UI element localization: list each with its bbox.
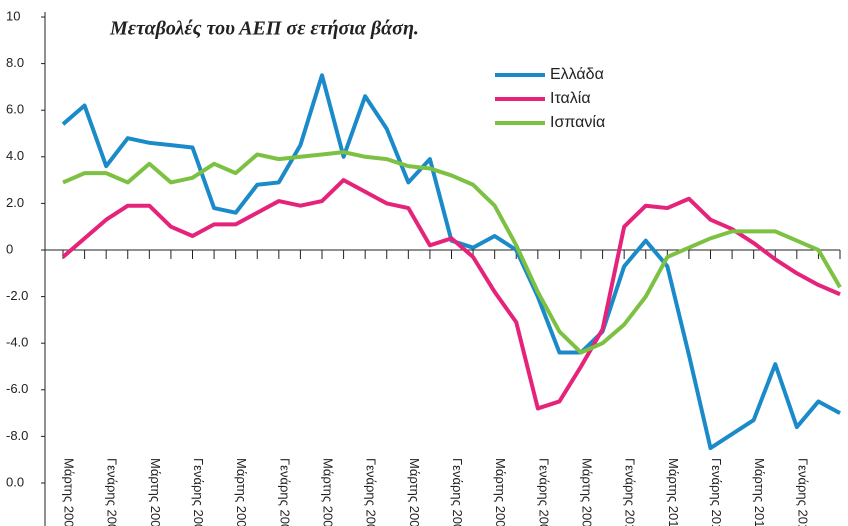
y-tick-label: -8.0 bbox=[6, 428, 28, 443]
x-tick-label: Μάρτης 2009 bbox=[580, 458, 595, 526]
x-tick-label: Μάρτης 2003 bbox=[62, 458, 77, 526]
legend-label: Ισπανία bbox=[550, 114, 605, 131]
x-tick-label: Μάρτης 2004 bbox=[148, 458, 163, 526]
legend-label: Ιταλία bbox=[550, 90, 591, 107]
y-tick-label: 6.0 bbox=[6, 102, 24, 117]
y-tick-label: -6.0 bbox=[6, 381, 28, 396]
x-tick-label: Γενάρης 2009 bbox=[536, 458, 551, 526]
x-tick-label: Μάρτης 2007 bbox=[407, 458, 422, 526]
y-tick-label: 0.0 bbox=[6, 474, 24, 489]
y-tick-label: 4.0 bbox=[6, 148, 24, 163]
y-tick-label: 8.0 bbox=[6, 55, 24, 70]
chart-title: Μεταβολές του ΑΕΠ σε ετήσια βάση. bbox=[109, 18, 419, 40]
y-tick-label: -2.0 bbox=[6, 288, 28, 303]
x-tick-label: Γενάρης 2011 bbox=[709, 458, 724, 526]
y-tick-label: -4.0 bbox=[6, 335, 28, 350]
y-tick-label: 2.0 bbox=[6, 195, 24, 210]
series-line bbox=[61, 73, 841, 451]
legend-label: Ελλάδα bbox=[550, 66, 604, 83]
x-tick-label: Γενάρης 2012 bbox=[795, 458, 810, 526]
x-tick-label: Μάρτης 2011 bbox=[752, 458, 767, 526]
x-tick-label: Γενάρης 2008 bbox=[450, 458, 465, 526]
x-tick-label: Μάρτης 2006 bbox=[321, 458, 336, 526]
x-tick-label: Γενάρης 2006 bbox=[277, 458, 292, 526]
x-tick-label: Μάρτης 2008 bbox=[493, 458, 508, 526]
series-line bbox=[62, 150, 842, 355]
y-tick-label: 0 bbox=[6, 241, 13, 256]
x-tick-label: Γενάρης 2004 bbox=[105, 458, 120, 526]
x-tick-label: Γενάρης 2005 bbox=[191, 458, 206, 526]
x-tick-label: Μάρτης 2005 bbox=[234, 458, 249, 526]
x-tick-label: Γενάρης 2007 bbox=[364, 458, 379, 526]
x-tick-label: Γενάρης 2010 bbox=[623, 458, 638, 526]
y-tick-label: 10 bbox=[6, 8, 20, 23]
x-tick-label: Μάρτης 2010 bbox=[666, 458, 681, 526]
series-line bbox=[61, 178, 841, 411]
